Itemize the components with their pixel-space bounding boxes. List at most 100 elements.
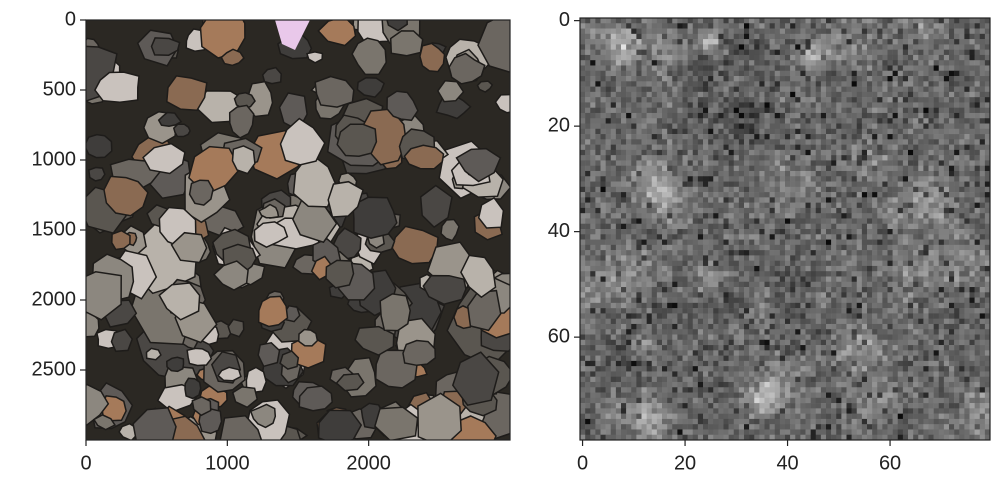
- image-pixel: [903, 213, 908, 219]
- image-pixel: [949, 92, 954, 98]
- image-pixel: [944, 282, 949, 288]
- image-pixel: [585, 308, 590, 314]
- image-pixel: [877, 203, 882, 209]
- image-pixel: [729, 261, 734, 267]
- image-pixel: [862, 81, 867, 87]
- image-pixel: [667, 240, 672, 246]
- image-pixel: [759, 240, 764, 246]
- image-pixel: [857, 197, 862, 203]
- image-pixel: [642, 118, 647, 124]
- image-pixel: [677, 29, 682, 35]
- image-pixel: [585, 102, 590, 108]
- image-pixel: [867, 92, 872, 98]
- image-pixel: [872, 166, 877, 172]
- image-pixel: [831, 292, 836, 298]
- image-pixel: [795, 97, 800, 103]
- image-pixel: [847, 313, 852, 319]
- image-pixel: [898, 192, 903, 198]
- image-pixel: [770, 44, 775, 50]
- image-pixel: [918, 292, 923, 298]
- image-pixel: [672, 313, 677, 319]
- image-pixel: [662, 276, 667, 282]
- image-pixel: [636, 166, 641, 172]
- image-pixel: [775, 303, 780, 309]
- image-pixel: [975, 276, 980, 282]
- image-pixel: [693, 65, 698, 71]
- image-pixel: [918, 118, 923, 124]
- image-pixel: [611, 213, 616, 219]
- image-pixel: [642, 261, 647, 267]
- image-pixel: [795, 76, 800, 82]
- image-pixel: [800, 102, 805, 108]
- image-pixel: [908, 97, 913, 103]
- image-pixel: [683, 324, 688, 330]
- image-pixel: [759, 34, 764, 40]
- image-pixel: [642, 81, 647, 87]
- image-pixel: [718, 298, 723, 304]
- image-pixel: [754, 155, 759, 161]
- image-pixel: [729, 171, 734, 177]
- image-pixel: [626, 245, 631, 251]
- image-pixel: [759, 218, 764, 224]
- image-pixel: [867, 218, 872, 224]
- image-pixel: [775, 298, 780, 304]
- image-pixel: [688, 18, 693, 24]
- image-pixel: [862, 118, 867, 124]
- image-pixel: [939, 282, 944, 288]
- image-pixel: [831, 308, 836, 314]
- image-pixel: [718, 187, 723, 193]
- image-pixel: [790, 203, 795, 209]
- image-pixel: [785, 108, 790, 114]
- image-pixel: [816, 50, 821, 56]
- image-pixel: [734, 255, 739, 261]
- image-pixel: [831, 102, 836, 108]
- image-pixel: [765, 287, 770, 293]
- image-pixel: [744, 92, 749, 98]
- image-pixel: [821, 166, 826, 172]
- image-pixel: [662, 182, 667, 188]
- image-pixel: [908, 87, 913, 93]
- image-pixel: [749, 166, 754, 172]
- image-pixel: [693, 102, 698, 108]
- image-pixel: [872, 213, 877, 219]
- image-pixel: [795, 240, 800, 246]
- image-pixel: [636, 102, 641, 108]
- image-pixel: [785, 208, 790, 214]
- image-pixel: [831, 324, 836, 330]
- image-pixel: [611, 245, 616, 251]
- image-pixel: [652, 250, 657, 256]
- image-pixel: [913, 303, 918, 309]
- image-pixel: [770, 255, 775, 261]
- image-pixel: [780, 65, 785, 71]
- image-pixel: [642, 255, 647, 261]
- image-pixel: [729, 282, 734, 288]
- image-pixel: [631, 97, 636, 103]
- image-pixel: [918, 50, 923, 56]
- image-pixel: [816, 176, 821, 182]
- image-pixel: [677, 97, 682, 103]
- image-pixel: [657, 319, 662, 325]
- image-pixel: [959, 197, 964, 203]
- image-pixel: [831, 166, 836, 172]
- image-pixel: [821, 60, 826, 66]
- image-pixel: [857, 308, 862, 314]
- image-pixel: [775, 208, 780, 214]
- image-pixel: [734, 155, 739, 161]
- image-pixel: [775, 271, 780, 277]
- image-pixel: [816, 203, 821, 209]
- image-pixel: [703, 176, 708, 182]
- image-pixel: [683, 55, 688, 61]
- image-pixel: [790, 266, 795, 272]
- image-pixel: [749, 44, 754, 50]
- image-pixel: [929, 18, 934, 24]
- image-pixel: [580, 134, 585, 140]
- image-pixel: [790, 160, 795, 166]
- image-pixel: [785, 71, 790, 77]
- image-pixel: [872, 113, 877, 119]
- image-pixel: [882, 23, 887, 29]
- image-pixel: [672, 319, 677, 325]
- image-pixel: [806, 129, 811, 135]
- image-pixel: [713, 139, 718, 145]
- image-pixel: [647, 160, 652, 166]
- image-pixel: [852, 160, 857, 166]
